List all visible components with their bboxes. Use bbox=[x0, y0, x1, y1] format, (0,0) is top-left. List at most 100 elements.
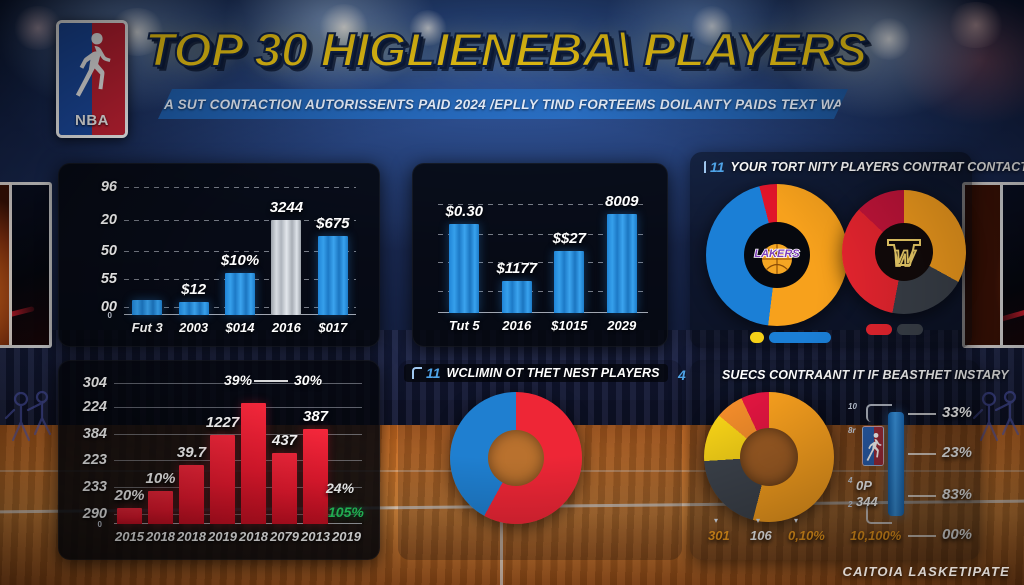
nba-logo: NBA bbox=[56, 20, 128, 138]
caret-icon: ▾ bbox=[714, 516, 719, 525]
donut-center[interactable] bbox=[450, 392, 582, 524]
donut-lakers[interactable]: LAKERS bbox=[706, 184, 848, 326]
page-subtitle: TBA SUT CONTACTION AUTORISSENTS PAID 202… bbox=[145, 96, 861, 112]
chart-top-center: $0.30 Tut 5 $1177 2016 $$27 $1015 8009 2029 bbox=[438, 189, 648, 333]
bar-value-label: $675 bbox=[316, 214, 350, 232]
bar: $$27 bbox=[553, 230, 586, 313]
bar: 387 bbox=[303, 408, 328, 524]
legend-warriors bbox=[866, 324, 923, 335]
bar-value-label: $0.30 bbox=[445, 202, 484, 220]
caret-icon: ▾ bbox=[756, 516, 761, 525]
donut-bottom-label: 106 bbox=[750, 528, 772, 543]
x-axis-tick-label: 2079 bbox=[270, 529, 299, 544]
donut-warriors[interactable]: W bbox=[842, 190, 966, 314]
y-axis-zero-label: 0 bbox=[97, 520, 102, 529]
bar: $1177 bbox=[496, 260, 537, 313]
vbar-mini-label: 8r bbox=[848, 426, 856, 435]
y-axis-tick-label: 384 bbox=[82, 425, 107, 442]
vbar-center-label: 344 bbox=[856, 494, 878, 509]
percent-label: 00% bbox=[942, 526, 973, 543]
x-axis-tick-label: 2019 bbox=[332, 529, 361, 544]
x-axis-tick-label: 2013 bbox=[301, 529, 330, 544]
x-axis-tick-label: 2016 bbox=[502, 318, 532, 333]
bar: $0.30 bbox=[445, 203, 483, 313]
panel-heading-text: WCLIMIN OT THET NEST PLAYERS bbox=[446, 366, 660, 380]
donut-bottom-right[interactable] bbox=[704, 392, 834, 522]
panel-index: 11 bbox=[426, 365, 441, 381]
bar-value-label: 437 bbox=[271, 431, 298, 449]
subtitle-banner: TBA SUT CONTACTION AUTORISSENTS PAID 202… bbox=[158, 89, 848, 119]
donut-panel-bottom-center: 11 WCLIMIN OT THET NEST PLAYERS bbox=[398, 360, 682, 560]
nba-small-logo bbox=[862, 426, 884, 466]
x-axis-tick-label: 2019 bbox=[208, 529, 237, 544]
logo-player-figure bbox=[70, 29, 114, 120]
vbar-mini-label: 2 bbox=[848, 500, 853, 509]
bar: $675 bbox=[316, 215, 349, 315]
warriors-logo: W bbox=[878, 226, 930, 278]
x-axis-tick-label: 2018 bbox=[177, 529, 206, 544]
x-axis-tick-label: 2018 bbox=[146, 529, 175, 544]
stats-panel-bottom-right: 4 SUECS CONTRAANT IT IF BEASTHET INSTARY… bbox=[678, 360, 1009, 560]
bar-value-label: $1177 bbox=[496, 259, 538, 277]
bar-value-label: 20% bbox=[114, 486, 145, 504]
panel-heading-top-right: 11 YOUR TORT NITY PLAYERS CONTRAT CONTAC… bbox=[704, 158, 1024, 176]
bar: 1227 bbox=[206, 414, 239, 524]
bracket-icon bbox=[412, 367, 422, 379]
y-axis-tick-label: 233 bbox=[82, 479, 107, 495]
leader-line bbox=[908, 495, 936, 497]
svg-text:LAKERS: LAKERS bbox=[754, 248, 800, 260]
x-axis-tick-label: $014 bbox=[225, 320, 255, 335]
bar: 10% bbox=[145, 470, 176, 524]
bar-value-label: 3244 bbox=[269, 199, 304, 217]
legend-lakers bbox=[750, 332, 831, 343]
donut-bottom-label: 0,10% bbox=[788, 528, 825, 543]
bar: 3244 bbox=[270, 199, 303, 315]
bar: $12 bbox=[178, 281, 209, 315]
legend-chip-dark bbox=[897, 324, 923, 335]
percent-label: 33% bbox=[942, 404, 973, 421]
x-axis-tick-label: $1015 bbox=[551, 318, 588, 333]
watermark-text: CAITOIA LASKETIPATE bbox=[842, 564, 1010, 579]
donut-hole bbox=[740, 428, 798, 486]
bar bbox=[132, 299, 163, 315]
player-silhouette-icon bbox=[4, 388, 56, 450]
bar-value-label: 10% bbox=[145, 470, 176, 488]
vbar-bottom-value: 10,100% bbox=[850, 528, 902, 543]
x-axis-tick-label: 2003 bbox=[179, 320, 209, 335]
lakers-logo: LAKERS bbox=[748, 226, 806, 284]
panel-index: 4 bbox=[678, 367, 686, 383]
panel-heading-bottom-right: 4 SUECS CONTRAANT IT IF BEASTHET INSTARY bbox=[678, 366, 1009, 384]
vbar-mini-label: 10 bbox=[848, 402, 857, 411]
bar-value-label: 39.7 bbox=[176, 443, 207, 461]
panel-heading-text: YOUR TORT NITY PLAYERS CONTRAT CONTACTS bbox=[730, 160, 1024, 174]
chart-bottom-left: 304 224 384 223 233 290 0 20% 2015 10% 2018 39.7 201… bbox=[83, 372, 364, 544]
bar-chart-panel-2: $0.30 Tut 5 $1177 2016 $$27 $1015 8009 2029 bbox=[412, 163, 668, 347]
nba-wordmark: NBA bbox=[75, 112, 109, 129]
bar: 20% bbox=[114, 487, 145, 524]
bar: 8009 bbox=[605, 193, 638, 313]
right-decor-panel-dark bbox=[1000, 182, 1024, 348]
brace-top bbox=[866, 404, 892, 422]
y-axis-zero-label: 0 bbox=[107, 311, 112, 320]
x-axis-tick-label: Fut 3 bbox=[131, 320, 163, 335]
bar: 39.7 bbox=[177, 444, 206, 524]
donut-bottom-label: 301 bbox=[708, 528, 730, 543]
x-axis-tick-label: $017 bbox=[318, 320, 348, 335]
y-axis-tick-label: 96 bbox=[100, 179, 117, 195]
bar bbox=[241, 402, 266, 524]
streak-decor bbox=[1003, 302, 1024, 325]
y-axis-tick-label: 224 bbox=[82, 399, 107, 416]
chart-annotation: 39% bbox=[224, 372, 253, 388]
vbar-center-label: 0P bbox=[856, 478, 872, 493]
bar-chart-panel-1: 96 20 50 55 00 0 Fut 3 $12 2003 $10% $014 3244 2016 $… bbox=[58, 163, 380, 347]
vbar-mini-label: 4 bbox=[848, 476, 853, 485]
bar-value-label: $10% bbox=[220, 251, 260, 269]
svg-text:W: W bbox=[894, 246, 917, 271]
y-axis-tick-label: 20 bbox=[100, 212, 117, 229]
percent-label: 23% bbox=[942, 444, 973, 461]
x-axis-tick-label: 2029 bbox=[607, 318, 637, 333]
panel-heading-bottom-center: 11 WCLIMIN OT THET NEST PLAYERS bbox=[404, 364, 668, 382]
left-decor-basketball bbox=[0, 182, 12, 348]
spotlight-glow bbox=[946, 2, 1006, 48]
